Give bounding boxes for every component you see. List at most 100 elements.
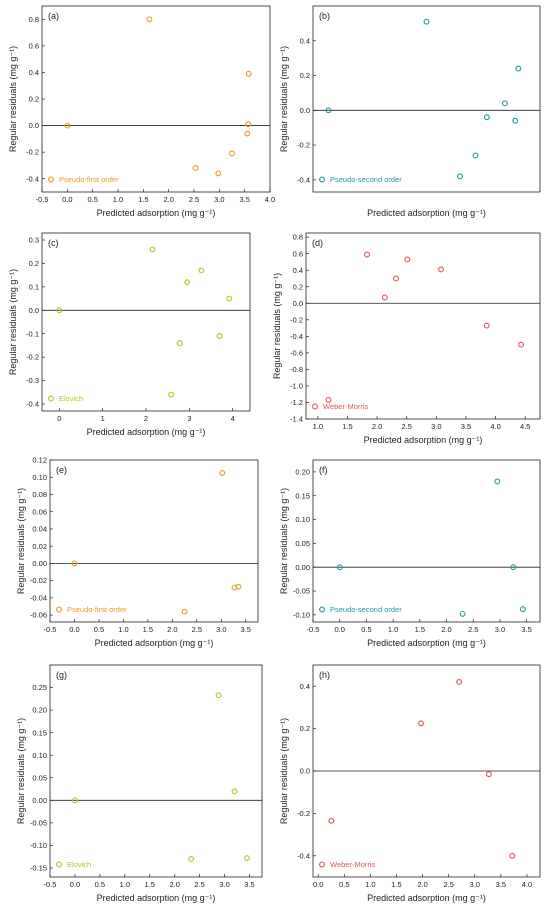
legend-marker (48, 176, 54, 183)
y-tick-label: 0.0 (300, 767, 310, 776)
x-tick-label: 1.5 (415, 625, 425, 634)
y-tick-label: 0.10 (32, 473, 47, 482)
x-tick-label: 1.5 (145, 880, 155, 889)
panel-label: (a) (48, 11, 59, 21)
plot-frame (312, 459, 541, 623)
x-tick-label: 3.5 (496, 880, 506, 889)
y-tick-label: 0.2 (300, 71, 310, 80)
data-point (418, 720, 424, 727)
y-tick-label: 0.06 (32, 507, 47, 516)
data-point (229, 150, 235, 157)
y-tick-label: 0.0 (29, 121, 39, 130)
data-point (71, 797, 78, 804)
data-point (393, 275, 399, 282)
x-tick-label: 0.0 (334, 625, 344, 634)
x-tick-label: 2.0 (372, 422, 382, 431)
x-tick-label: 2.5 (189, 195, 199, 204)
y-axis-label: Regular residuals (mg g⁻¹) (279, 488, 289, 594)
data-point (509, 852, 516, 859)
x-tick-label: 0 (57, 414, 61, 423)
data-point (459, 610, 466, 617)
x-tick-label: 0.5 (95, 880, 105, 889)
y-tick-label: 0.4 (300, 682, 310, 691)
x-tick-label: 1.5 (143, 625, 153, 634)
data-point (336, 564, 343, 571)
data-point (215, 170, 222, 177)
x-tick-label: 4.0 (265, 195, 275, 204)
y-tick-label: -0.8 (290, 365, 303, 374)
y-tick-label: -0.3 (26, 376, 39, 385)
data-point (423, 18, 430, 25)
y-axis-label: Regular residuals (mg g⁻¹) (16, 718, 26, 824)
data-point (494, 478, 501, 485)
y-tick-label: 0.04 (32, 525, 47, 534)
x-tick-label: 1.0 (313, 422, 323, 431)
y-axis-label: Regular residuals (mg g⁻¹) (8, 46, 18, 152)
data-point (168, 391, 175, 398)
data-point (226, 295, 233, 302)
data-point (325, 107, 332, 114)
legend-label: Weber-Morris (330, 860, 376, 869)
y-tick-label: -0.4 (297, 175, 310, 184)
data-point (244, 130, 251, 137)
x-tick-label: 3.0 (214, 195, 224, 204)
y-tick-label: 0.12 (32, 456, 47, 465)
x-tick-label: 3.0 (431, 422, 441, 431)
y-tick-label: 0.15 (295, 491, 310, 500)
y-tick-label: 0.00 (295, 563, 310, 572)
panel-label: (f) (319, 465, 328, 475)
legend-marker (312, 403, 318, 410)
data-point (244, 855, 250, 862)
y-tick-label: 0.00 (32, 559, 47, 568)
data-point (512, 117, 519, 124)
y-tick-label: 0.2 (29, 95, 39, 104)
legend-label: Pseudo-second order (330, 175, 402, 184)
legend-marker (48, 395, 54, 402)
y-tick-label: 0.05 (295, 539, 310, 548)
data-point (181, 608, 188, 615)
data-point (325, 397, 332, 403)
y-axis-label: Regular residuals (mg g⁻¹) (16, 488, 26, 594)
data-point (71, 560, 78, 567)
chart-panel-7: -0.5 0.0 0.5 1.0 1.5 2.0 2.5 3.0 3.5 -0.15 -0.10 -0… (16, 664, 263, 903)
data-point (245, 121, 252, 128)
x-tick-label: -0.5 (307, 625, 320, 634)
y-tick-label: -0.2 (297, 141, 310, 150)
x-axis-label: Predicted adsorption (mg g⁻¹) (95, 638, 214, 648)
legend-marker (319, 606, 325, 613)
y-tick-label: -0.6 (290, 348, 303, 357)
data-point (515, 65, 522, 72)
x-tick-label: 3.5 (239, 195, 249, 204)
x-tick-label: 4.0 (490, 422, 500, 431)
y-tick-label: 0.8 (29, 15, 39, 24)
legend-label: Elovich (67, 860, 91, 869)
legend-label: Pseudo-first order (67, 605, 127, 614)
y-tick-label: 0.0 (300, 106, 310, 115)
x-tick-label: 1.0 (120, 880, 130, 889)
y-tick-label: -1.2 (290, 398, 303, 407)
chart-panel-1: -0.5 0.0 0.5 1.0 1.5 2.0 2.5 3.0 3.5 4.0 -0.4 -0.2 0… (8, 5, 275, 218)
x-tick-label: 0.0 (69, 625, 79, 634)
y-tick-label: 0.10 (295, 515, 310, 524)
x-tick-label: 3.0 (219, 880, 229, 889)
x-tick-label: -0.5 (36, 195, 49, 204)
legend-marker (319, 176, 325, 183)
x-tick-label: 2.5 (401, 422, 411, 431)
y-tick-label: 0.20 (32, 706, 47, 715)
x-tick-label: 3.5 (461, 422, 471, 431)
y-tick-label: 0.6 (29, 41, 39, 50)
panel-label: (c) (48, 238, 59, 248)
x-axis-label: Predicted adsorption (mg g⁻¹) (87, 427, 206, 437)
y-tick-label: 0.15 (32, 728, 47, 737)
legend-label: Pseudo-first order (59, 175, 119, 184)
x-tick-label: 0.5 (339, 880, 349, 889)
chart-panel-6: -0.5 0.0 0.5 1.0 1.5 2.0 2.5 3.0 3.5 -0.10 -0.05 0.… (279, 459, 541, 648)
y-tick-label: -0.4 (26, 174, 39, 183)
x-tick-label: 0.0 (313, 880, 323, 889)
data-point (364, 251, 370, 258)
x-tick-label: 3.5 (244, 880, 254, 889)
y-axis-label: Regular residuals (mg g⁻¹) (272, 273, 282, 379)
panel-label: (e) (56, 465, 67, 475)
